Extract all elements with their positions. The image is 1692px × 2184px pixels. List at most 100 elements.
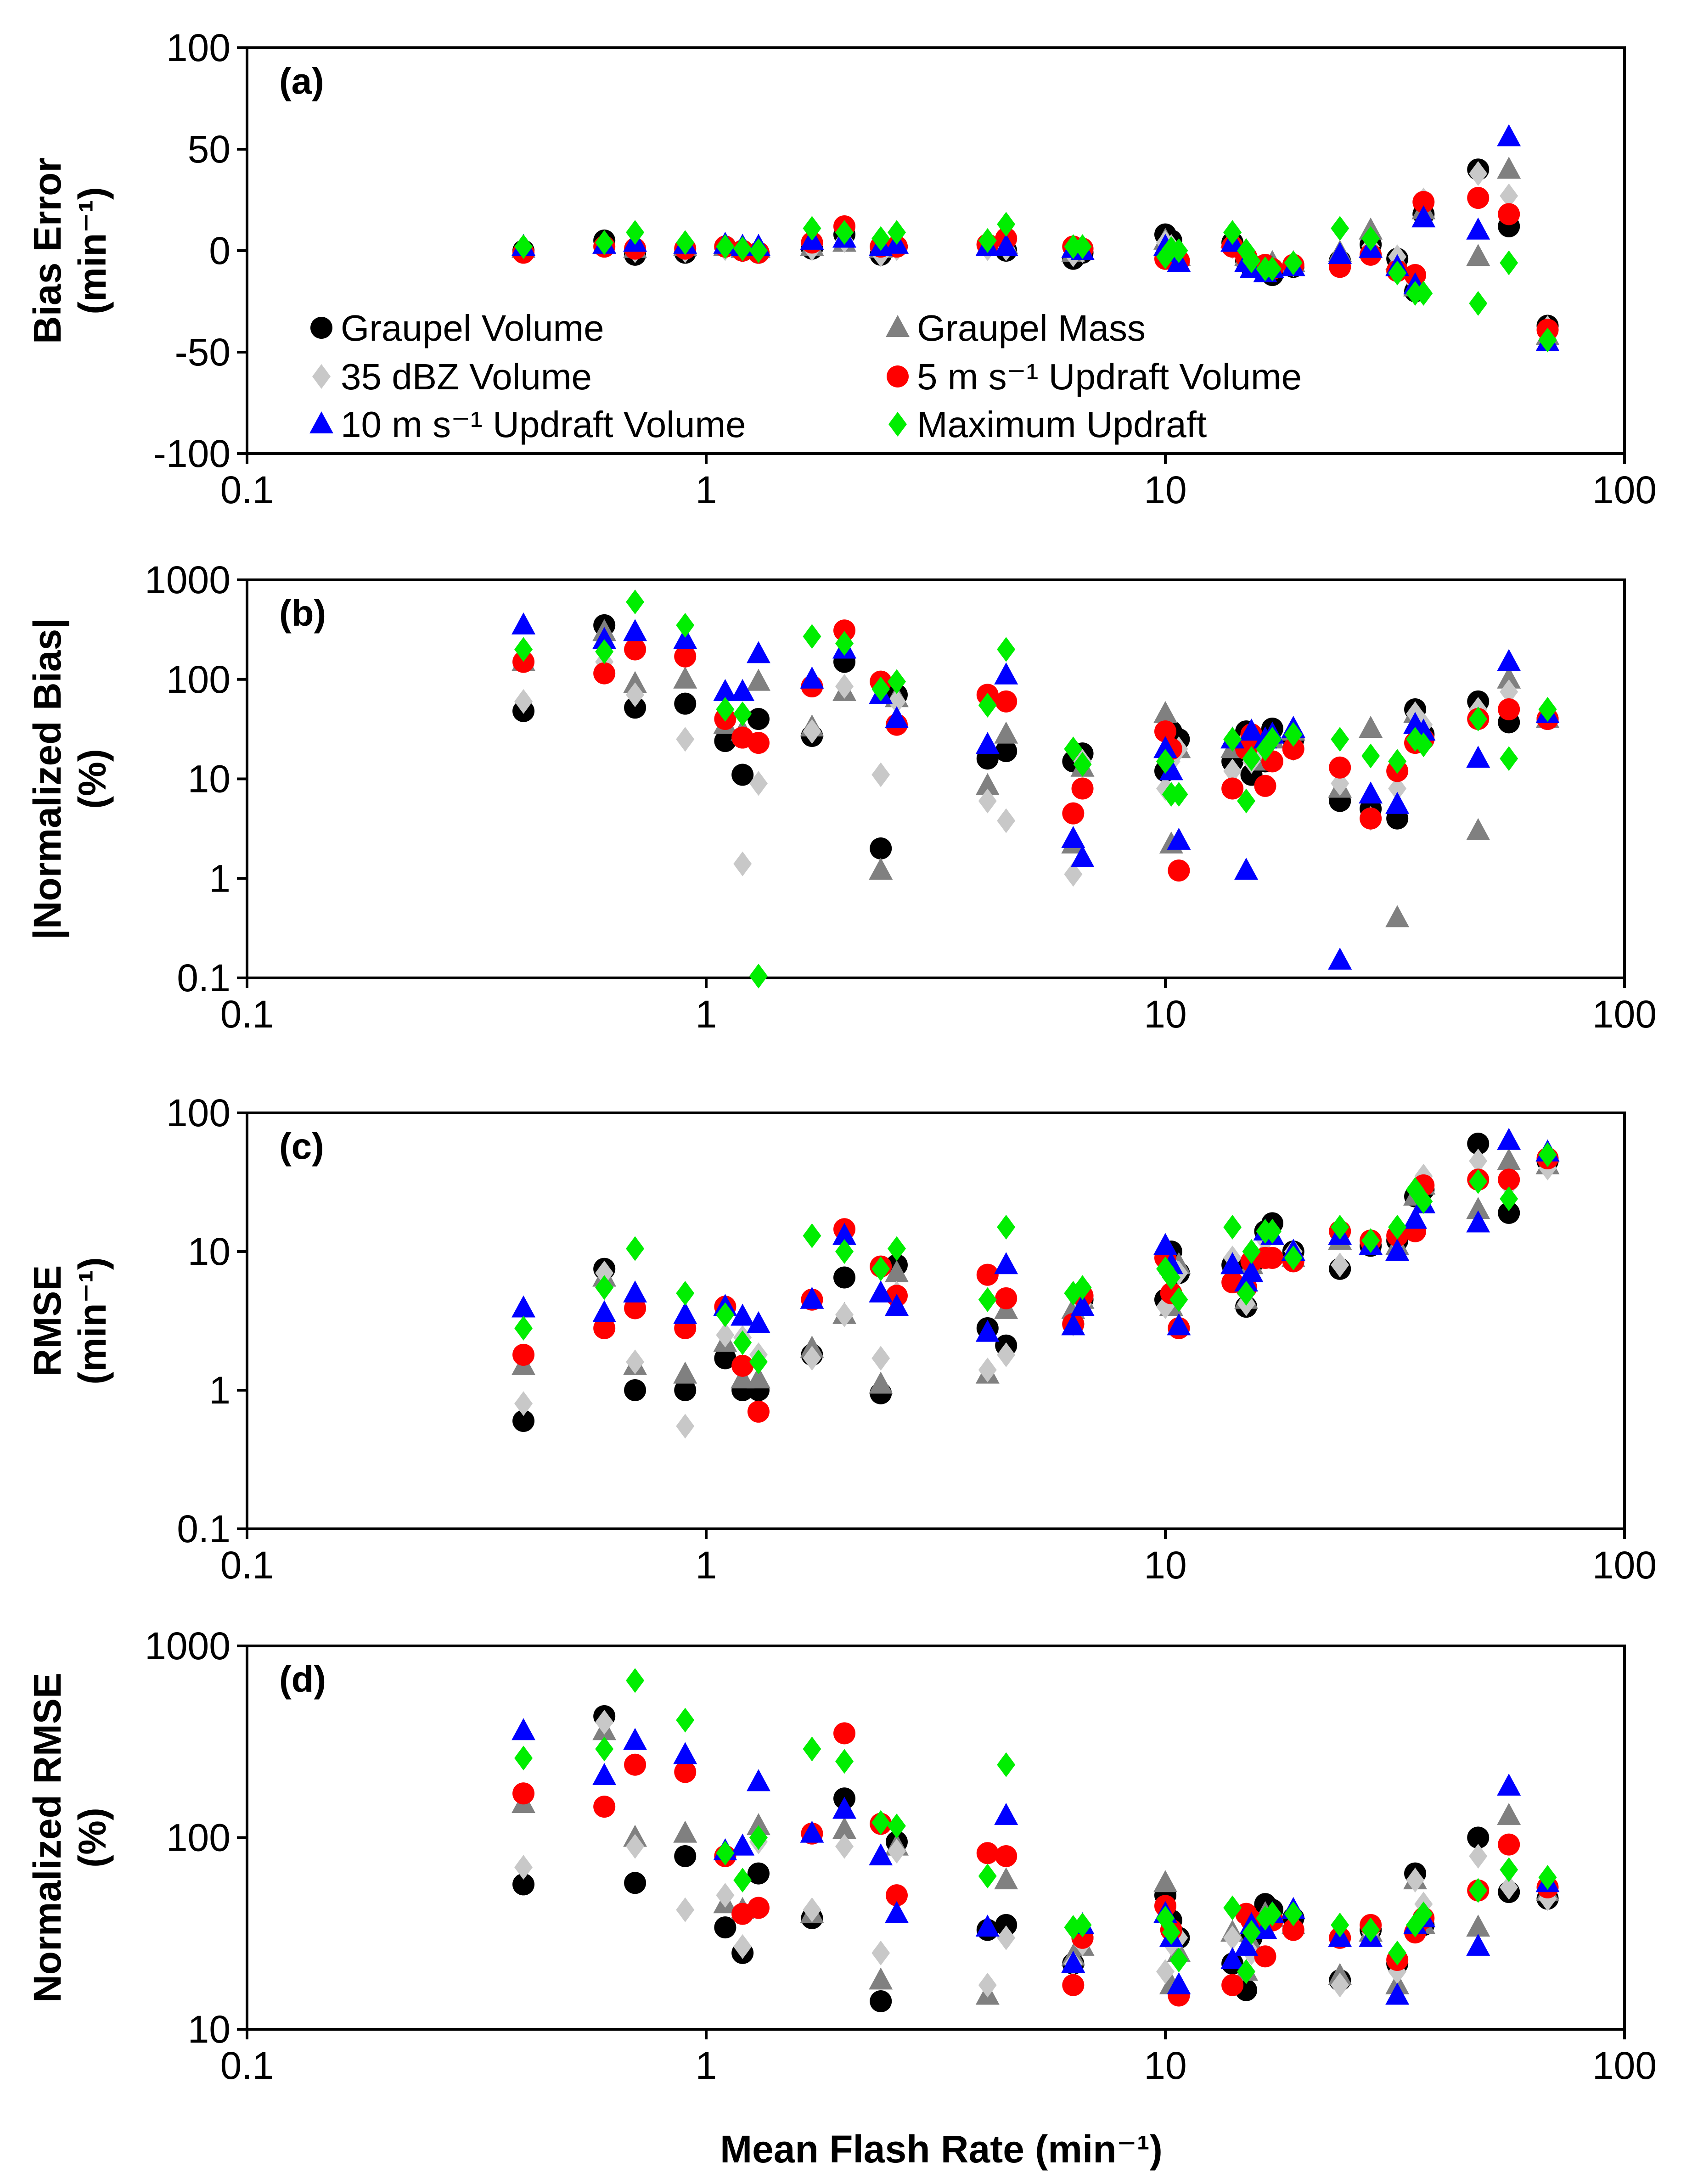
data-point bbox=[1331, 1252, 1349, 1278]
y-axis-title: |Normalized Bias| bbox=[26, 618, 69, 940]
data-point bbox=[1263, 1901, 1282, 1926]
legend-label: 10 m s⁻¹ Updraft Volume bbox=[341, 404, 746, 445]
data-point bbox=[624, 1297, 646, 1319]
data-point bbox=[1497, 1128, 1521, 1150]
data-point bbox=[1073, 1912, 1092, 1937]
data-point bbox=[1406, 1868, 1425, 1893]
data-point bbox=[1156, 749, 1175, 774]
data-point bbox=[731, 1833, 755, 1856]
series-10-m-s-updraft-volume bbox=[512, 1718, 1560, 2005]
data-point bbox=[731, 764, 754, 786]
data-point bbox=[887, 1813, 906, 1839]
data-point bbox=[716, 1322, 735, 1347]
legend-marker bbox=[886, 315, 910, 337]
data-point bbox=[1497, 1148, 1521, 1170]
data-point bbox=[1071, 777, 1094, 800]
data-point bbox=[1498, 1201, 1520, 1224]
data-point bbox=[1497, 649, 1521, 671]
data-point bbox=[514, 234, 533, 259]
data-point bbox=[1282, 1919, 1304, 1941]
data-point bbox=[803, 624, 821, 649]
data-point bbox=[673, 1820, 697, 1843]
data-point bbox=[1469, 1148, 1488, 1173]
data-point bbox=[1538, 1142, 1557, 1167]
data-point bbox=[871, 1810, 890, 1835]
data-point bbox=[746, 1366, 770, 1389]
data-point bbox=[1284, 722, 1303, 747]
data-point bbox=[626, 1349, 645, 1375]
data-point bbox=[1167, 1313, 1191, 1336]
data-point bbox=[997, 1925, 1016, 1950]
data-point bbox=[595, 1710, 614, 1735]
data-point bbox=[994, 662, 1018, 685]
x-tick-label: 0.1 bbox=[220, 1544, 274, 1587]
data-point bbox=[624, 696, 646, 719]
data-point bbox=[887, 669, 906, 694]
data-point bbox=[747, 1897, 770, 1919]
data-point bbox=[1223, 1895, 1242, 1920]
data-point bbox=[1403, 1207, 1428, 1229]
data-point bbox=[1237, 788, 1256, 814]
data-point bbox=[595, 639, 614, 664]
data-point bbox=[885, 1884, 908, 1907]
data-point bbox=[871, 762, 890, 787]
data-point bbox=[623, 619, 647, 641]
data-point bbox=[835, 1834, 854, 1859]
data-point bbox=[733, 1934, 752, 1959]
data-point bbox=[746, 1813, 770, 1836]
y-axis-title-units: (%) bbox=[71, 1808, 114, 1868]
data-point bbox=[1538, 1865, 1557, 1890]
legend-marker bbox=[888, 412, 907, 437]
data-point bbox=[1153, 1870, 1177, 1892]
data-point bbox=[1498, 203, 1520, 225]
data-point bbox=[1223, 758, 1242, 784]
data-point bbox=[887, 1236, 906, 1261]
data-point bbox=[978, 1357, 997, 1382]
x-tick-label: 100 bbox=[1592, 993, 1657, 1036]
data-point bbox=[673, 1361, 697, 1384]
data-point bbox=[1064, 736, 1083, 762]
data-point bbox=[512, 1873, 535, 1896]
data-point bbox=[673, 1742, 697, 1764]
data-point bbox=[749, 238, 768, 263]
data-point bbox=[1156, 1959, 1175, 1984]
x-tick-label: 10 bbox=[1144, 993, 1186, 1036]
data-point bbox=[1282, 738, 1304, 760]
data-point bbox=[674, 1845, 697, 1867]
data-point bbox=[1261, 1246, 1283, 1269]
data-point bbox=[1073, 752, 1092, 777]
panel-a: -100 -50 0 50 100 0.1 1 10 100 (a) Bias Error (min⁻… bbox=[26, 26, 1657, 511]
data-point bbox=[1331, 216, 1349, 241]
panel-b: 0.1 1 10 100 1000 0.1 1 10 100 (b) |Normalized Bia… bbox=[26, 558, 1657, 1036]
x-tick-label: 0.1 bbox=[220, 993, 274, 1036]
legend-label: Maximum Updraft bbox=[917, 404, 1207, 445]
data-point bbox=[1467, 1826, 1490, 1849]
data-point bbox=[1169, 1947, 1188, 1972]
y-axis-title: Normalized RMSE bbox=[26, 1673, 69, 2003]
x-tick-label: 0.1 bbox=[220, 2044, 274, 2087]
panel-label: (d) bbox=[279, 1659, 326, 1700]
data-point bbox=[832, 1223, 857, 1245]
data-point bbox=[1500, 1875, 1518, 1900]
data-point bbox=[1414, 1189, 1433, 1214]
data-point bbox=[514, 689, 533, 714]
data-point bbox=[1359, 716, 1383, 738]
plot-frame bbox=[246, 1112, 1626, 1530]
data-point bbox=[869, 1843, 893, 1865]
data-point bbox=[995, 1914, 1017, 1936]
data-point bbox=[624, 1753, 646, 1776]
data-point bbox=[884, 706, 909, 729]
x-tick-label: 1 bbox=[696, 468, 717, 511]
data-point bbox=[1360, 807, 1382, 830]
data-point bbox=[626, 682, 645, 707]
series-maximum-updraft bbox=[514, 1668, 1557, 1984]
data-point bbox=[1169, 1287, 1188, 1312]
data-point bbox=[716, 696, 735, 722]
series-maximum-updraft bbox=[514, 590, 1557, 988]
data-point bbox=[835, 674, 854, 699]
data-point bbox=[674, 1761, 697, 1783]
x-tick-label: 0.1 bbox=[220, 468, 274, 511]
data-point bbox=[1237, 1280, 1256, 1306]
data-point bbox=[978, 228, 997, 253]
data-point bbox=[746, 1311, 770, 1333]
